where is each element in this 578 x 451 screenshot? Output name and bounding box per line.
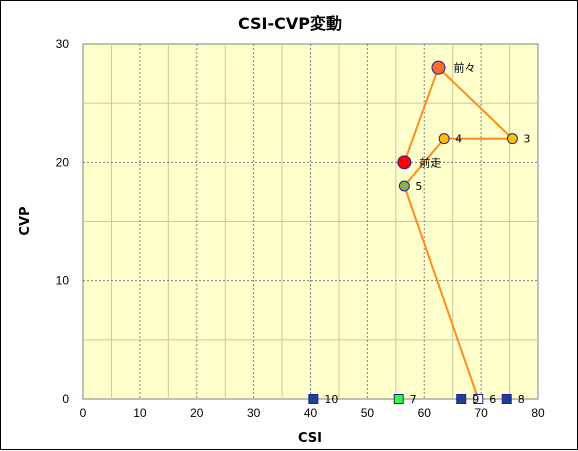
x-tick-label: 20 <box>190 406 204 420</box>
point-label-前走: 前走 <box>419 155 441 169</box>
x-tick-label: 30 <box>247 406 261 420</box>
point-label-9: 9 <box>472 393 479 406</box>
point-label-7: 7 <box>410 393 417 406</box>
y-tick-label: 0 <box>62 392 69 406</box>
x-tick-label: 50 <box>361 406 375 420</box>
point-label-10: 10 <box>324 393 338 406</box>
x-tick-label: 0 <box>80 406 87 420</box>
data-point-前走 <box>397 155 412 170</box>
data-point-9 <box>456 394 467 404</box>
data-point-5 <box>398 180 410 192</box>
x-tick-label: 70 <box>474 406 488 420</box>
data-point-8 <box>501 394 512 404</box>
x-tick-label: 40 <box>304 406 318 420</box>
x-tick-label: 10 <box>133 406 147 420</box>
y-tick-label: 20 <box>56 155 70 169</box>
data-point-10 <box>308 394 319 404</box>
data-point-3 <box>506 133 518 145</box>
point-label-3: 3 <box>523 133 530 146</box>
data-point-7 <box>393 394 404 404</box>
series-layer <box>403 66 514 400</box>
data-point-前々 <box>431 60 446 75</box>
data-point-6 <box>473 394 484 404</box>
point-label-8: 8 <box>518 393 525 406</box>
marker-layer: 前走 前々 3 4 5 6 7 8 9 10 <box>308 60 530 406</box>
point-label-4: 4 <box>455 133 462 146</box>
point-label-6: 6 <box>489 393 496 406</box>
y-axis-label: CVP <box>18 206 33 235</box>
data-point-4 <box>438 133 450 145</box>
y-tick-label: 30 <box>56 37 70 51</box>
point-label-5: 5 <box>415 180 422 193</box>
point-label-前々: 前々 <box>453 61 475 75</box>
trend-line <box>403 66 514 400</box>
tick-labels: 0 10 20 30 40 50 60 70 80 0 10 20 30 <box>56 37 545 420</box>
chart-title: CSI-CVP変動 <box>238 14 342 33</box>
x-tick-label: 80 <box>531 406 545 420</box>
x-axis-label: CSI <box>298 431 322 446</box>
y-tick-label: 10 <box>56 274 70 288</box>
x-tick-label: 60 <box>418 406 432 420</box>
grid-layer <box>83 44 538 399</box>
